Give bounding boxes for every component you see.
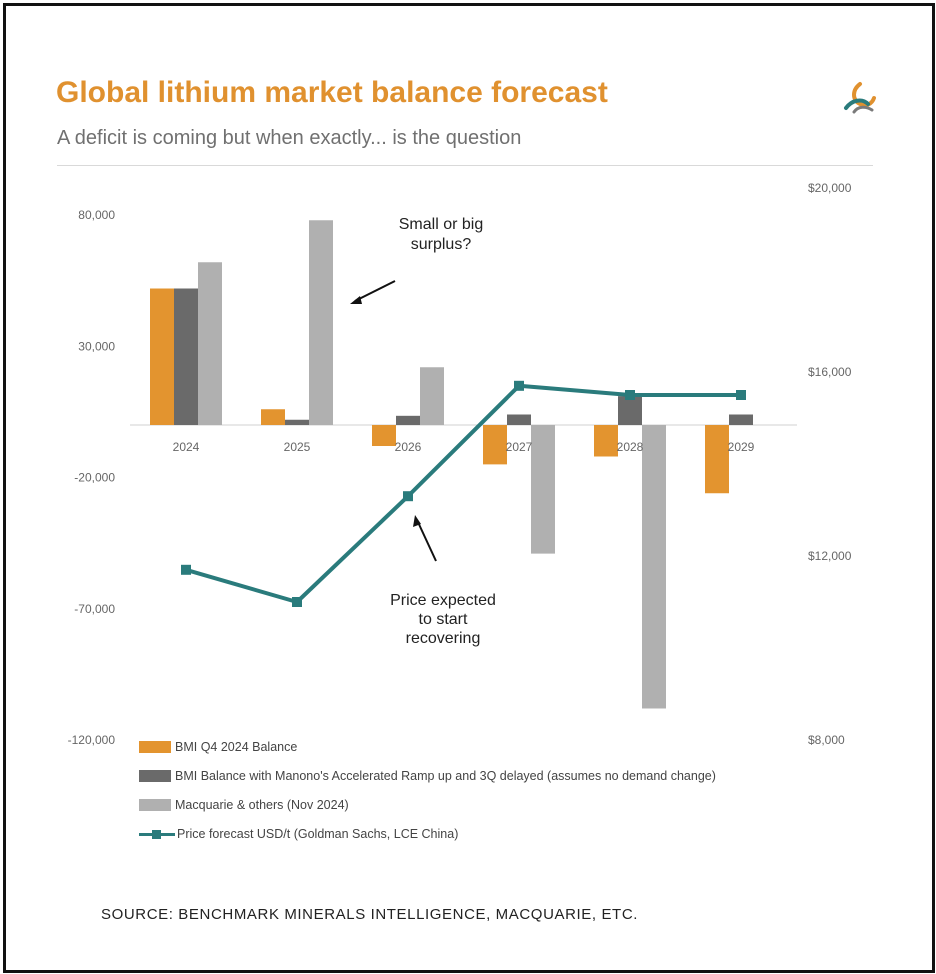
bar-bmi-manono xyxy=(729,414,753,425)
left-tick-label: -70,000 xyxy=(74,602,115,616)
left-tick-label: 80,000 xyxy=(78,208,115,222)
right-tick-label: $20,000 xyxy=(808,181,852,195)
price-point xyxy=(625,390,635,400)
price-line xyxy=(185,383,741,604)
category-label: 2025 xyxy=(284,440,311,454)
legend-label: Price forecast USD/t (Goldman Sachs, LCE… xyxy=(177,826,459,841)
bar-macquarie xyxy=(198,262,222,425)
left-tick-label: -120,000 xyxy=(68,733,116,747)
bar-macquarie xyxy=(531,425,555,554)
price-point xyxy=(181,564,191,575)
category-label: 2026 xyxy=(395,440,422,454)
legend-label: BMI Q4 2024 Balance xyxy=(175,739,298,754)
source-note: SOURCE: BENCHMARK MINERALS INTELLIGENCE,… xyxy=(101,906,639,923)
bar-macquarie xyxy=(642,425,666,709)
left-tick-label: -20,000 xyxy=(74,471,115,485)
price-point xyxy=(736,390,746,400)
left-axis: 80,000 30,000 -20,000 -70,000 -120,000 xyxy=(68,208,116,747)
bar-bmi-manono xyxy=(174,288,198,425)
chart-frame xyxy=(3,3,935,973)
bar-bmi-manono xyxy=(507,414,531,425)
recovery-arrow-icon xyxy=(413,515,437,562)
surplus-annotation-line2: surplus? xyxy=(411,236,472,253)
bar-macquarie xyxy=(420,367,444,425)
right-tick-label: $12,000 xyxy=(808,549,852,563)
bar-bmi-q4 xyxy=(705,425,729,494)
price-point xyxy=(403,491,413,502)
surplus-arrow-icon xyxy=(350,280,396,304)
legend-label: BMI Balance with Manono's Accelerated Ra… xyxy=(175,768,716,783)
chart-subtitle: A deficit is coming but when exactly... … xyxy=(57,127,522,149)
bar-bmi-q4 xyxy=(483,425,507,465)
category-label: 2028 xyxy=(617,440,644,454)
left-tick-label: 30,000 xyxy=(78,339,115,353)
bar-bmi-q4 xyxy=(594,425,618,457)
bar-macquarie xyxy=(309,220,333,425)
right-tick-label: $8,000 xyxy=(808,733,845,747)
category-label: 2027 xyxy=(506,440,533,454)
bar-bmi-manono xyxy=(618,396,642,425)
legend-item-price: Price forecast USD/t (Goldman Sachs, LCE… xyxy=(139,819,716,848)
price-line-group xyxy=(181,380,746,607)
price-point xyxy=(514,380,524,391)
category-label: 2029 xyxy=(728,440,755,454)
right-axis: $20,000 $16,000 $12,000 $8,000 xyxy=(808,181,852,747)
legend-swatch-orange xyxy=(139,740,171,753)
legend-item-bmi-manono: BMI Balance with Manono's Accelerated Ra… xyxy=(139,761,716,790)
legend-swatch-dark-gray xyxy=(139,769,171,782)
header-divider xyxy=(57,165,873,166)
right-tick-label: $16,000 xyxy=(808,365,852,379)
surplus-annotation-line1: Small or big xyxy=(399,216,483,233)
legend-item-bmi-q4: BMI Q4 2024 Balance xyxy=(139,732,716,761)
category-label: 2024 xyxy=(173,440,200,454)
chart-title: Global lithium market balance forecast xyxy=(56,76,608,109)
recovery-annotation-line3: recovering xyxy=(406,630,481,647)
bar-bmi-q4 xyxy=(261,409,285,425)
bar-bmi-q4 xyxy=(150,288,174,425)
legend-item-macquarie: Macquarie & others (Nov 2024) xyxy=(139,790,716,819)
bar-bmi-q4 xyxy=(372,425,396,446)
legend-swatch-line-marker xyxy=(139,828,175,840)
bar-bmi-manono xyxy=(396,415,420,425)
recovery-annotation-line2: to start xyxy=(419,611,468,628)
bar-bmi-manono xyxy=(285,419,309,425)
legend-label: Macquarie & others (Nov 2024) xyxy=(175,797,349,812)
bar-group xyxy=(150,220,753,709)
chart-legend: BMI Q4 2024 Balance BMI Balance with Man… xyxy=(139,732,716,848)
legend-swatch-light-gray xyxy=(139,798,171,811)
category-labels: 2024 2025 2026 2027 2028 2029 xyxy=(173,440,755,454)
price-point xyxy=(292,597,302,607)
recovery-annotation-line1: Price expected xyxy=(390,592,496,609)
benchmark-logo-icon xyxy=(844,82,876,114)
